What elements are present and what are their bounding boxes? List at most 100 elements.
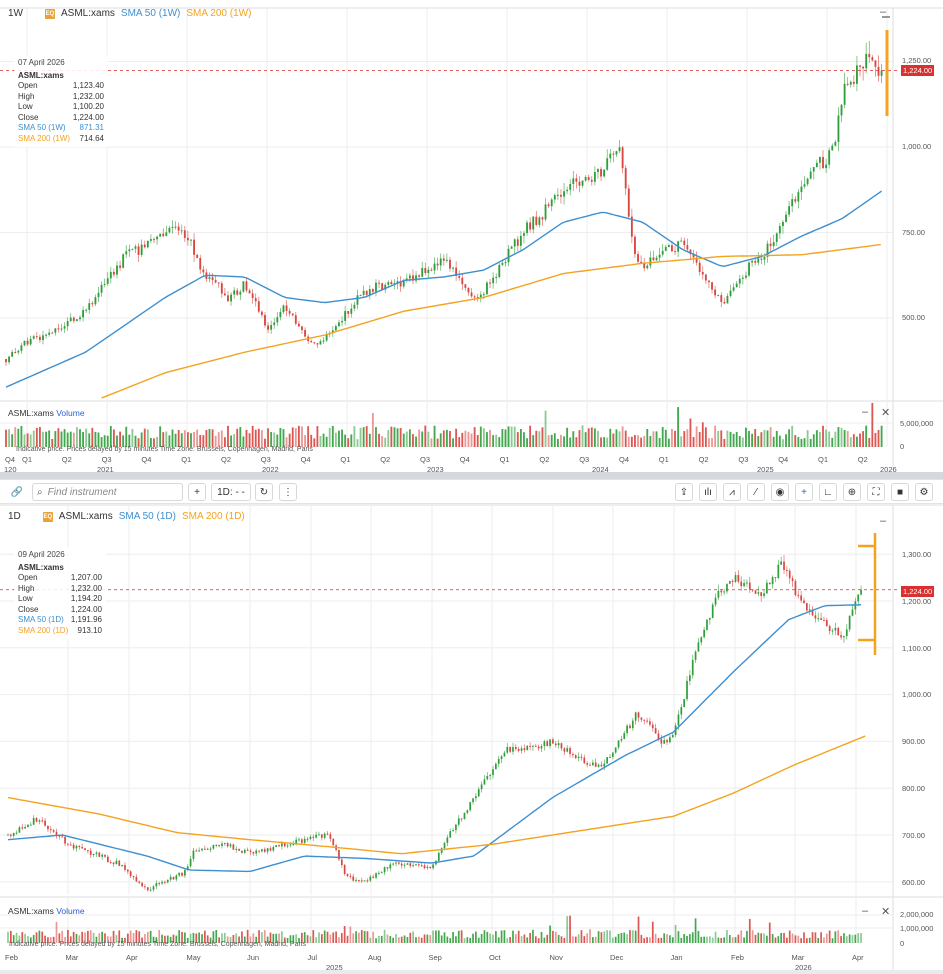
curve-icon[interactable]: ∟	[819, 483, 837, 501]
volume-bar	[766, 430, 769, 447]
candle-body	[837, 627, 840, 636]
minimize-volume-button[interactable]: –	[862, 406, 869, 418]
candle-body	[214, 280, 217, 283]
candle-body	[356, 295, 359, 305]
volume-bar	[429, 935, 432, 943]
candle-body	[803, 184, 806, 187]
volume-bar	[506, 938, 509, 943]
eye-icon[interactable]: ◉	[771, 483, 789, 501]
volume-bar	[432, 930, 434, 943]
volume-bar	[186, 432, 189, 447]
minimize-volume-button[interactable]: –	[862, 905, 869, 917]
candle-body	[375, 873, 377, 878]
candle-body	[166, 879, 169, 883]
zoom-icon[interactable]: ⊕	[843, 483, 861, 501]
sma200-label[interactable]: SMA 200 (1D)	[181, 511, 245, 522]
candle-body	[275, 845, 278, 848]
candle-body	[479, 294, 482, 298]
candle-body	[243, 849, 246, 853]
close-volume-button[interactable]: ✕	[881, 407, 891, 419]
minimize-pane-button[interactable]: –	[880, 515, 887, 527]
volume-bar	[865, 425, 868, 447]
volume-bar	[823, 937, 825, 943]
candle-body	[470, 292, 473, 297]
volume-bar	[777, 936, 780, 943]
volume-bar	[69, 431, 72, 447]
volume-bar	[611, 937, 614, 943]
refresh-icon[interactable]: ↻	[255, 483, 273, 501]
candle-body	[507, 248, 510, 263]
candle-body	[843, 83, 846, 105]
candle-body	[578, 181, 581, 186]
candle-body	[267, 325, 269, 330]
volume-bar	[797, 935, 800, 943]
candle-body	[701, 272, 704, 275]
candle-body	[757, 258, 760, 263]
volume-label[interactable]: Volume	[56, 408, 85, 418]
candle-body	[184, 870, 186, 876]
axis-label: Q1	[499, 455, 510, 464]
interval-select[interactable]: 1D: - -	[211, 483, 251, 501]
camera-icon[interactable]: ■	[891, 483, 909, 501]
draw-line-icon[interactable]: ⁄	[747, 483, 765, 501]
volume-bar	[603, 931, 606, 943]
candle-body	[782, 221, 784, 227]
crosshair-icon[interactable]: +	[795, 483, 813, 501]
sma50-label[interactable]: SMA 50 (1D)	[118, 511, 176, 522]
axis-label: Q2	[857, 455, 868, 464]
candle-body	[703, 629, 705, 638]
volume-label[interactable]: Volume	[56, 906, 85, 916]
candle-body	[292, 844, 295, 846]
candle-body	[754, 590, 757, 594]
volume-bar	[140, 432, 143, 447]
candle-body	[79, 317, 81, 320]
candle-body	[464, 284, 467, 288]
volume-bar	[366, 931, 369, 943]
volume-bar	[289, 935, 292, 943]
candle-body	[390, 282, 393, 284]
volume-bar	[566, 916, 569, 943]
volume-bar	[848, 934, 851, 943]
candle-body	[815, 162, 818, 168]
link-icon[interactable]: 🔗	[8, 483, 26, 501]
volume-bar	[275, 933, 278, 943]
volume-bar	[540, 932, 543, 943]
candle-body	[526, 745, 529, 751]
candlestick-icon[interactable]: ılı	[699, 483, 717, 501]
symbol-label[interactable]: ASML:xams	[58, 511, 113, 522]
candle-body	[144, 886, 146, 888]
candle-body	[831, 145, 834, 151]
candle-body	[371, 289, 374, 292]
volume-bar	[534, 936, 537, 943]
gear-icon[interactable]: ⚙	[915, 483, 933, 501]
volume-bar	[535, 430, 538, 447]
volume-bar	[686, 429, 689, 447]
share-icon[interactable]: ⇪	[675, 483, 693, 501]
sma200-label[interactable]: SMA 200 (1W)	[186, 8, 252, 19]
find-instrument-input[interactable]: ⌕ Find instrument	[32, 483, 183, 501]
volume-bar	[372, 931, 375, 943]
candle-body	[41, 820, 44, 822]
sma50-label[interactable]: SMA 50 (1W)	[120, 8, 181, 19]
fullscreen-icon[interactable]: ⛶	[867, 483, 885, 501]
volume-bar	[507, 426, 510, 447]
candle-body	[449, 259, 451, 269]
candle-body	[181, 872, 183, 876]
minimize-pane-button[interactable]: –	[880, 6, 887, 18]
volume-bar	[243, 936, 246, 943]
volume-bar	[717, 430, 720, 447]
candle-body	[597, 168, 599, 173]
indicator-icon[interactable]: ⩘	[723, 483, 741, 501]
volume-bar	[592, 937, 594, 943]
candle-body	[109, 271, 112, 279]
close-volume-button[interactable]: ✕	[881, 906, 891, 918]
candle-body	[640, 717, 643, 720]
symbol-label[interactable]: ASML:xams	[61, 8, 115, 19]
candle-body	[534, 745, 537, 747]
volume-bar	[544, 410, 547, 447]
candle-body	[75, 319, 78, 321]
add-instrument-button[interactable]: +	[188, 483, 206, 501]
more-vertical-icon[interactable]: ⋮	[279, 483, 297, 501]
candle-body	[689, 249, 692, 255]
candle-body	[66, 321, 69, 327]
